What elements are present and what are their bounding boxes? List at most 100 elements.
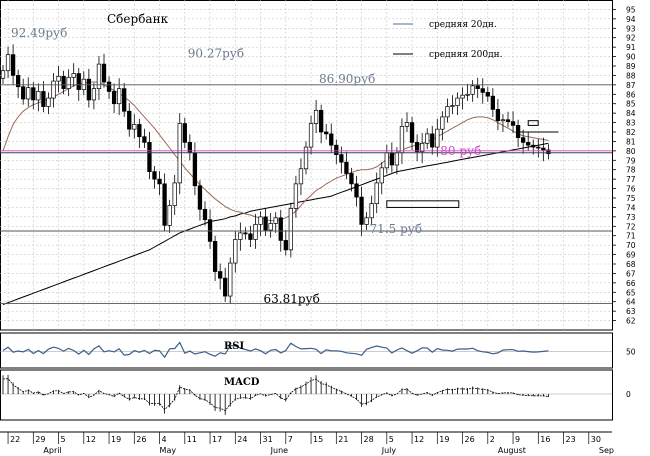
candle-body — [480, 88, 485, 93]
candle-body — [460, 94, 465, 99]
candle-body — [394, 152, 400, 166]
y-tick-label: 95 — [626, 5, 636, 14]
macd-level-label: 0 — [626, 390, 631, 399]
y-tick-label: 82 — [626, 128, 636, 137]
candle-body — [106, 81, 112, 92]
y-tick-label: 86 — [626, 90, 636, 99]
candle-body — [101, 63, 107, 83]
candle-body — [56, 76, 61, 82]
candle-body — [71, 73, 76, 78]
candle-body — [172, 182, 177, 206]
x-month-label: June — [270, 446, 289, 455]
price-annotation: 90.27руб — [188, 47, 244, 61]
candle-body — [364, 217, 369, 225]
candle-body — [202, 208, 208, 221]
candle-body — [223, 277, 228, 297]
annotations: 92.49руб 90.27руб 86.90руб 80 руб 71.5 руб 63… — [11, 26, 481, 306]
candle-body — [127, 110, 132, 130]
y-tick-label: 76 — [626, 185, 636, 194]
candle-body — [253, 224, 258, 240]
y-tick-label: 78 — [626, 166, 636, 175]
candle-body — [21, 86, 26, 100]
macd-signal-line — [2, 378, 549, 412]
candle-body — [546, 149, 551, 155]
candle-body — [268, 223, 273, 231]
x-tick-label: 31 — [263, 435, 273, 444]
candle-body — [495, 109, 501, 122]
macd-label: MACD — [224, 377, 260, 388]
rsi-level-label: 50 — [626, 348, 636, 357]
candle-body — [248, 233, 253, 240]
x-tick-label: 21 — [338, 435, 348, 444]
candle-body — [500, 119, 506, 122]
rsi-frame — [0, 332, 613, 369]
candle-body — [263, 216, 268, 231]
price-annotation: 92.49руб — [11, 26, 67, 40]
candle-body — [243, 232, 248, 235]
candle-body — [329, 133, 334, 146]
candle-body — [273, 217, 278, 224]
candle-body — [283, 240, 288, 251]
candle-body — [137, 124, 142, 138]
candle-body — [122, 88, 127, 112]
candle-body — [354, 183, 359, 198]
y-axis: 6263646566676869707172737475767778798081… — [612, 5, 636, 326]
x-tick-label: 17 — [212, 435, 222, 444]
candle-body — [490, 95, 495, 110]
y-tick-label: 72 — [626, 222, 636, 231]
candle-body — [475, 85, 480, 89]
x-tick-label: 16 — [540, 435, 550, 444]
y-tick-label: 73 — [626, 213, 636, 222]
candle-body — [541, 147, 546, 151]
candle-body — [344, 161, 349, 174]
candle-body — [414, 142, 420, 153]
x-month-label: July — [381, 446, 397, 455]
candle-body — [36, 91, 41, 101]
price-annotation: 63.81руб — [264, 292, 320, 306]
candle-body — [435, 128, 440, 148]
candle-body — [404, 122, 410, 127]
level-lines — [0, 84, 612, 305]
candle-body — [116, 88, 122, 105]
candle-body — [0, 70, 6, 79]
macd-panel: 0 — [0, 369, 631, 421]
x-axis: 22 29 5 12 19 26 4 11 17 24 31 7 15 21 28 5 12 19 26 2 9 16 23… — [0, 431, 614, 455]
y-tick-label: 85 — [626, 100, 636, 109]
macd-frame — [0, 369, 613, 421]
candle-body — [51, 80, 56, 99]
y-tick-label: 92 — [626, 34, 636, 43]
candle-body — [520, 137, 526, 143]
candle-body — [41, 91, 46, 107]
y-tick-label: 93 — [626, 24, 636, 33]
candle-body — [258, 216, 263, 225]
price-annotation: 71.5 руб — [370, 222, 423, 236]
x-tick-label: 26 — [465, 435, 475, 444]
y-tick-label: 71 — [626, 232, 636, 241]
candle-body — [197, 185, 203, 210]
y-tick-label: 80 — [626, 147, 636, 156]
x-tick-label: 4 — [162, 435, 167, 444]
candle-body — [409, 122, 415, 143]
y-tick-label: 68 — [626, 260, 636, 269]
rsi-line — [2, 341, 549, 359]
price-annotation: 80 руб — [440, 144, 481, 158]
x-tick-label: 5 — [61, 435, 66, 444]
candle-body — [142, 136, 147, 143]
pattern-box — [527, 120, 539, 126]
candle-body — [379, 167, 384, 184]
x-tick-label: 29 — [35, 435, 45, 444]
legend-ma200-label: средняя 200дн. — [429, 50, 503, 60]
candle-body — [349, 173, 354, 185]
candle-body — [293, 183, 299, 209]
candle-body — [420, 142, 425, 153]
candle-body — [91, 88, 97, 101]
candle-body — [233, 239, 238, 264]
y-tick-label: 62 — [626, 317, 636, 326]
candle-body — [16, 75, 21, 88]
x-tick-label: 15 — [313, 435, 323, 444]
x-tick-label: 23 — [566, 435, 576, 444]
y-tick-label: 79 — [626, 156, 636, 165]
candle-body — [319, 109, 324, 133]
candle-body — [425, 133, 430, 144]
